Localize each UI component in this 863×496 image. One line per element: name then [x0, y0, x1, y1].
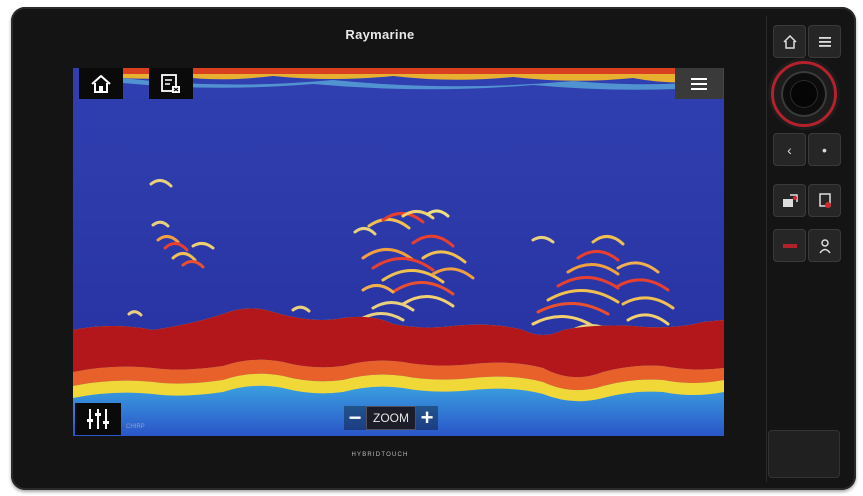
hardware-home-key[interactable] [773, 25, 806, 58]
hardware-power-key[interactable] [773, 229, 806, 262]
home-button[interactable] [79, 68, 123, 99]
home-icon [782, 34, 797, 49]
sonar-image [73, 68, 724, 436]
hamburger-menu-icon [691, 77, 707, 90]
sonar-screen[interactable] [73, 68, 724, 436]
hamburger-menu-icon [818, 36, 831, 47]
mob-icon [818, 192, 831, 208]
sonar-source-button[interactable] [149, 68, 193, 99]
waypoint-icon [782, 193, 798, 207]
zoom-out-button[interactable]: − [344, 405, 366, 430]
sliders-settings-icon [87, 409, 109, 429]
hardware-waypoint-key[interactable] [773, 184, 806, 217]
zoom-label: ZOOM [366, 406, 416, 430]
screen-menu-button[interactable] [675, 68, 723, 99]
brand-logo: Raymarine [345, 27, 415, 42]
sonar-source-icon [161, 73, 180, 93]
hardware-back-key[interactable]: ‹ [773, 133, 806, 166]
ok-dot-icon: • [822, 141, 827, 158]
hardware-menu-key[interactable] [808, 25, 841, 58]
zoom-in-button[interactable]: + [416, 405, 438, 430]
back-chevron-icon: ‹ [787, 141, 792, 158]
power-icon [782, 243, 797, 248]
panel-divider [766, 16, 767, 482]
knob-center-ok[interactable] [790, 80, 818, 108]
user-icon [818, 238, 831, 253]
hybridtouch-label: HYBRIDTOUCH [351, 452, 409, 458]
zoom-control: − ZOOM + [344, 405, 438, 430]
hardware-mob-key[interactable] [808, 184, 841, 217]
hardware-blank-key[interactable] [768, 430, 840, 478]
sonar-mode-tag: CHIRP [126, 424, 145, 430]
knob-ring [771, 61, 837, 127]
rotary-knob[interactable] [768, 58, 840, 130]
hardware-user-key[interactable] [808, 229, 841, 262]
hardware-ok-key[interactable]: • [808, 133, 841, 166]
home-icon [91, 74, 111, 93]
sonar-settings-button[interactable] [75, 403, 121, 435]
